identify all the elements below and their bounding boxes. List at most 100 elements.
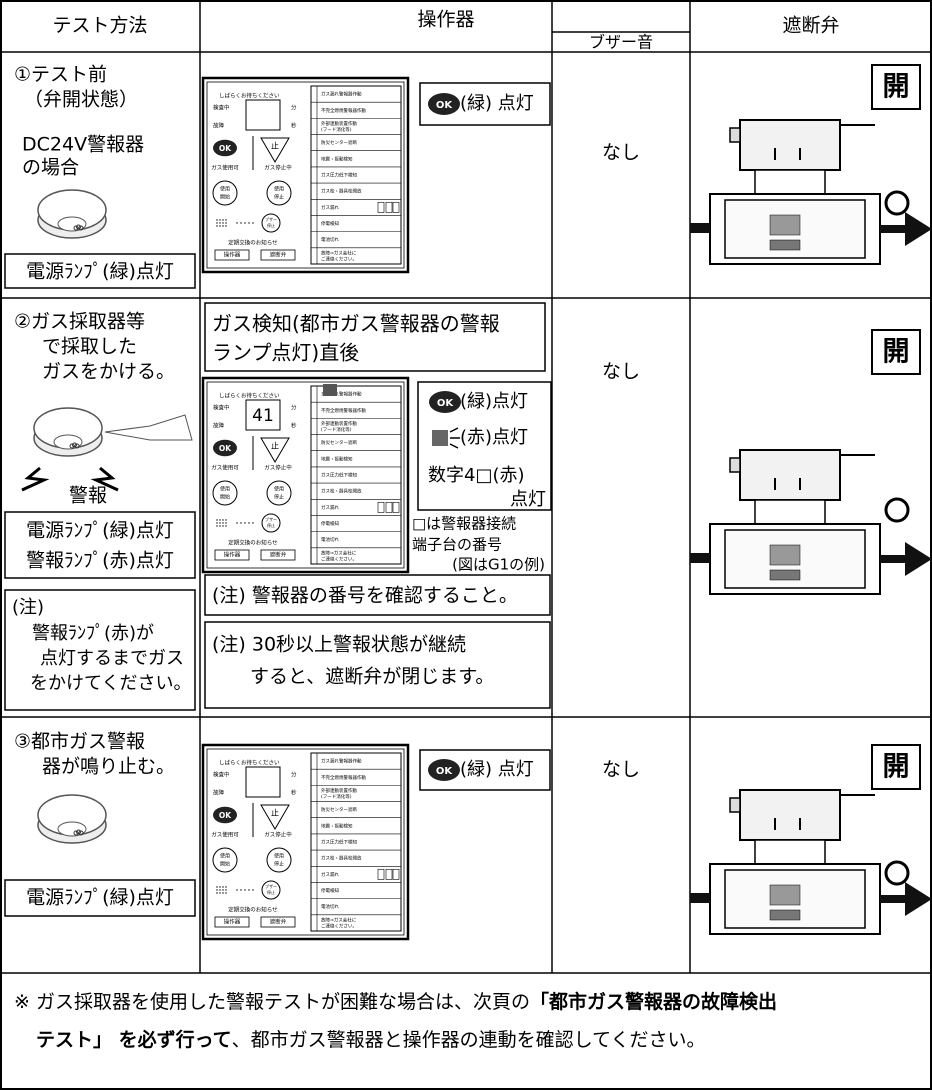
- dot: [252, 522, 254, 524]
- box: [385, 501, 393, 513]
- dot: [219, 219, 221, 221]
- dot: [252, 222, 254, 224]
- text: (緑) 点灯: [460, 93, 534, 114]
- lamp: [69, 443, 75, 449]
- button: [266, 847, 292, 873]
- text: ③都市ガス警報: [14, 731, 145, 753]
- dot: [222, 892, 224, 894]
- text: 電源ﾗﾝﾌﾟ(緑)点灯: [26, 261, 174, 283]
- detector: [53, 434, 83, 450]
- text: ガス検知(都市ガス警報器の警報: [212, 312, 500, 336]
- text: 止: [271, 441, 279, 451]
- arrow: [880, 225, 910, 233]
- button: [212, 180, 238, 206]
- dot: [236, 889, 238, 891]
- ok-icon: [213, 439, 237, 457]
- dot: [225, 889, 227, 891]
- text: 防災センター遮断: [321, 439, 357, 446]
- text: 故障: [213, 789, 225, 797]
- text: 故障: [213, 422, 225, 430]
- text: 使用: [220, 853, 230, 860]
- dot: [222, 525, 224, 527]
- box: [201, 76, 410, 274]
- text: 定期交換のお知らせ: [228, 239, 278, 247]
- box: [392, 868, 400, 880]
- text: 使用: [274, 186, 284, 193]
- dot: [216, 225, 218, 227]
- dot: [222, 225, 224, 227]
- text: 秒: [291, 122, 297, 130]
- text: ガス使用可: [211, 464, 239, 472]
- text: で採取した: [42, 336, 137, 358]
- text: ガス漏れ警報器作動: [321, 91, 362, 98]
- button: [261, 213, 281, 233]
- text: ブザー: [265, 516, 277, 522]
- dot: [240, 522, 242, 524]
- text: ガス漏れ: [321, 504, 339, 511]
- text: 開始: [220, 861, 230, 868]
- text: 秒: [291, 789, 297, 797]
- text: (フード消化等): [321, 426, 352, 433]
- text: 点灯するまでガス: [40, 648, 184, 669]
- dot: [248, 889, 250, 891]
- alarm-icon: [432, 430, 448, 446]
- text: 停止: [274, 194, 284, 201]
- box: [739, 119, 841, 171]
- alarm-wave: [21, 466, 50, 492]
- text: 分: [291, 404, 297, 412]
- box: [871, 744, 921, 790]
- box: [419, 82, 551, 126]
- text: ガス漏れ警報器作動: [321, 758, 362, 765]
- button: [212, 480, 238, 506]
- text: 停止: [267, 222, 275, 228]
- box: [377, 868, 385, 880]
- text: ガス圧力低下検知: [321, 472, 357, 479]
- box: [204, 621, 551, 709]
- text: ガス圧力低下検知: [321, 839, 357, 846]
- text: 遮断弁: [782, 15, 839, 37]
- dot: [219, 889, 221, 891]
- box: [729, 797, 741, 813]
- box: [871, 329, 921, 375]
- arrow: [880, 555, 910, 563]
- alarm-icon: [323, 384, 337, 396]
- text: (緑) 点灯: [460, 759, 534, 780]
- text: ご連絡ください。: [321, 922, 357, 929]
- ok-icon: [429, 391, 461, 413]
- box: [310, 385, 402, 565]
- lamp: [78, 225, 84, 231]
- text: ランプ点灯)直後: [212, 341, 359, 365]
- dot: [219, 892, 221, 894]
- box: [377, 201, 385, 213]
- pipe: [690, 893, 710, 903]
- text: 数字4□(赤): [428, 465, 525, 486]
- text: 故障⇒ガス会社に: [321, 916, 357, 923]
- dot: [216, 519, 218, 521]
- dot: [216, 889, 218, 891]
- text: 停止: [267, 889, 275, 895]
- text: 検査中: [213, 771, 230, 779]
- box: [769, 884, 801, 906]
- dot: [225, 222, 227, 224]
- button: [261, 513, 281, 533]
- text: ガス栓・器具栓開放: [321, 488, 362, 495]
- text: OK: [436, 100, 454, 111]
- text: 不完全燃焼警報器作動: [321, 407, 366, 414]
- text: 停止: [267, 522, 275, 528]
- text: OK: [219, 144, 232, 153]
- footer-text: ※ ガス採取器を使用した警報テストが困難な場合は、次頁の: [14, 991, 530, 1013]
- text: 使用: [220, 186, 230, 193]
- lamp: [73, 830, 79, 836]
- text: DC24V警報器: [22, 134, 144, 156]
- text: 開: [883, 337, 910, 368]
- box: [769, 239, 801, 251]
- dot: [216, 886, 218, 888]
- lamp: [72, 442, 77, 448]
- text: (緑)点灯: [460, 391, 528, 412]
- text: (注) 警報器の番号を確認すること。: [212, 585, 518, 607]
- text: 使用: [274, 853, 284, 860]
- dot: [244, 222, 246, 224]
- text: 器が鳴り止む。: [42, 756, 175, 778]
- text: ガス使用可: [211, 164, 239, 172]
